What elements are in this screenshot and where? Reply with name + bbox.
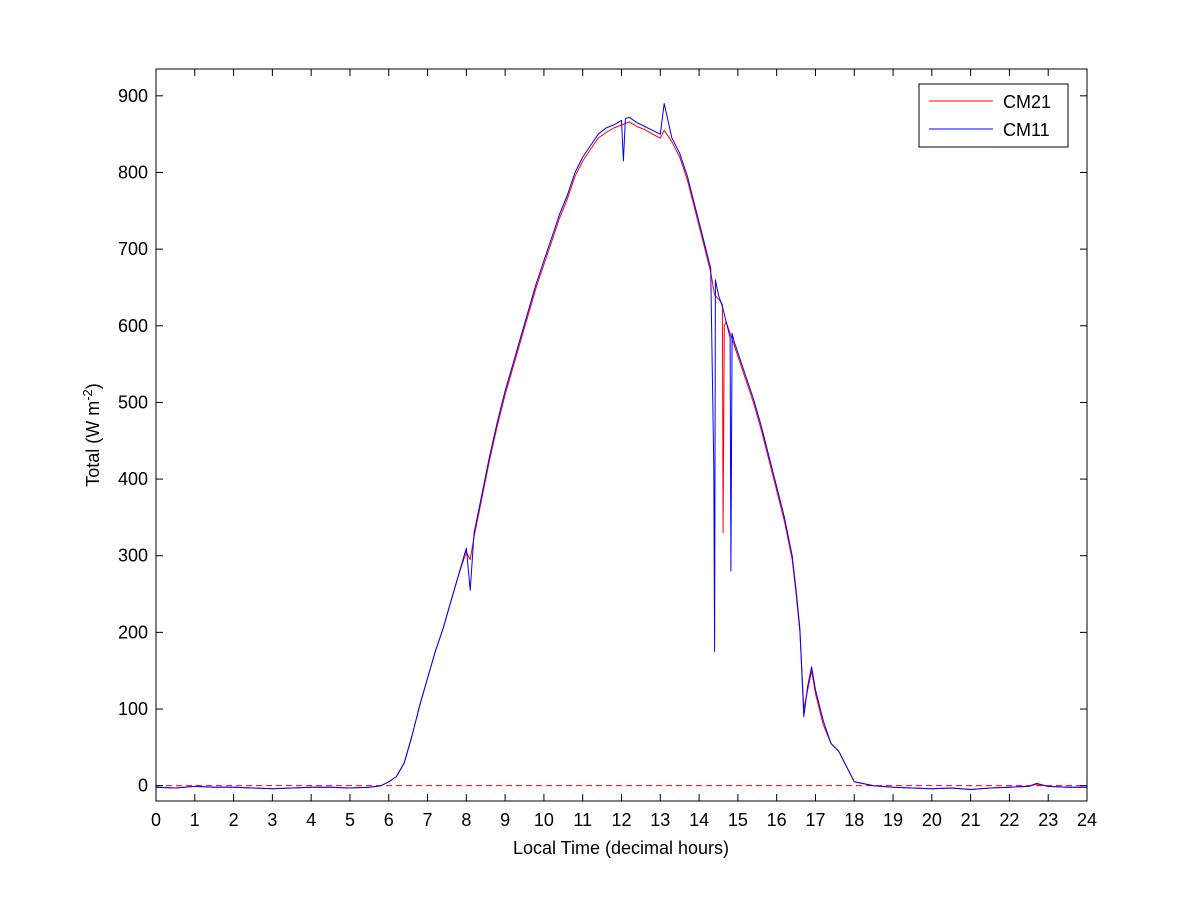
y-axis-label-main: Total (W m (83, 401, 103, 487)
x-tick-label: 0 (151, 810, 161, 830)
legend-label-cm21: CM21 (1003, 92, 1051, 112)
x-tick-label: 15 (728, 810, 748, 830)
series-layer (155, 103, 1087, 790)
y-tick-label: 100 (118, 699, 148, 719)
y-tick-label: 500 (118, 392, 148, 412)
x-tick-label: 21 (961, 810, 981, 830)
x-tick-label: 19 (883, 810, 903, 830)
x-tick-label: 1 (190, 810, 200, 830)
legend: CM21 CM11 (918, 83, 1069, 148)
x-tick-label: 6 (384, 810, 394, 830)
y-tick-label: 800 (118, 162, 148, 182)
x-tick-label: 17 (805, 810, 825, 830)
x-tick-label: 14 (689, 810, 709, 830)
y-axis-label: Total (W m-2) (80, 383, 104, 487)
x-tick-label: 8 (461, 810, 471, 830)
series-line-cm11 (155, 103, 1087, 790)
x-tick-label: 22 (999, 810, 1019, 830)
y-tick-label: 700 (118, 239, 148, 259)
x-axis-label: Local Time (decimal hours) (513, 838, 729, 858)
y-axis-label-superscript: -2 (80, 389, 95, 401)
x-tick-label: 12 (611, 810, 631, 830)
y-tick-label: 600 (118, 316, 148, 336)
legend-box (918, 83, 1069, 148)
x-tick-label: 2 (229, 810, 239, 830)
y-tick-label: 900 (118, 86, 148, 106)
x-tick-label: 9 (500, 810, 510, 830)
x-tick-label: 20 (922, 810, 942, 830)
x-tick-label: 24 (1077, 810, 1097, 830)
legend-label-cm11: CM11 (1003, 120, 1050, 140)
x-axis-ticks: 0 1 2 3 4 5 6 7 8 9 10 11 12 13 14 15 16 17 18 19 20 21 22 23 24 (151, 69, 1097, 830)
x-tick-label: 18 (844, 810, 864, 830)
x-tick-label: 3 (267, 810, 277, 830)
x-tick-label: 10 (534, 810, 554, 830)
x-tick-label: 11 (573, 810, 592, 830)
y-axis-label-suffix: ) (83, 383, 103, 389)
x-tick-label: 5 (345, 810, 355, 830)
y-tick-label: 300 (118, 546, 148, 566)
x-tick-label: 23 (1038, 810, 1058, 830)
x-tick-label: 4 (306, 810, 316, 830)
x-tick-label: 7 (423, 810, 433, 830)
y-tick-label: 200 (118, 622, 148, 642)
plot-area (156, 69, 1087, 801)
y-tick-label: 400 (118, 469, 148, 489)
y-axis-ticks: 0 100 200 300 400 500 600 700 800 900 (118, 86, 1087, 796)
x-tick-label: 16 (767, 810, 787, 830)
x-tick-label: 13 (650, 810, 670, 830)
y-tick-label: 0 (138, 776, 148, 796)
